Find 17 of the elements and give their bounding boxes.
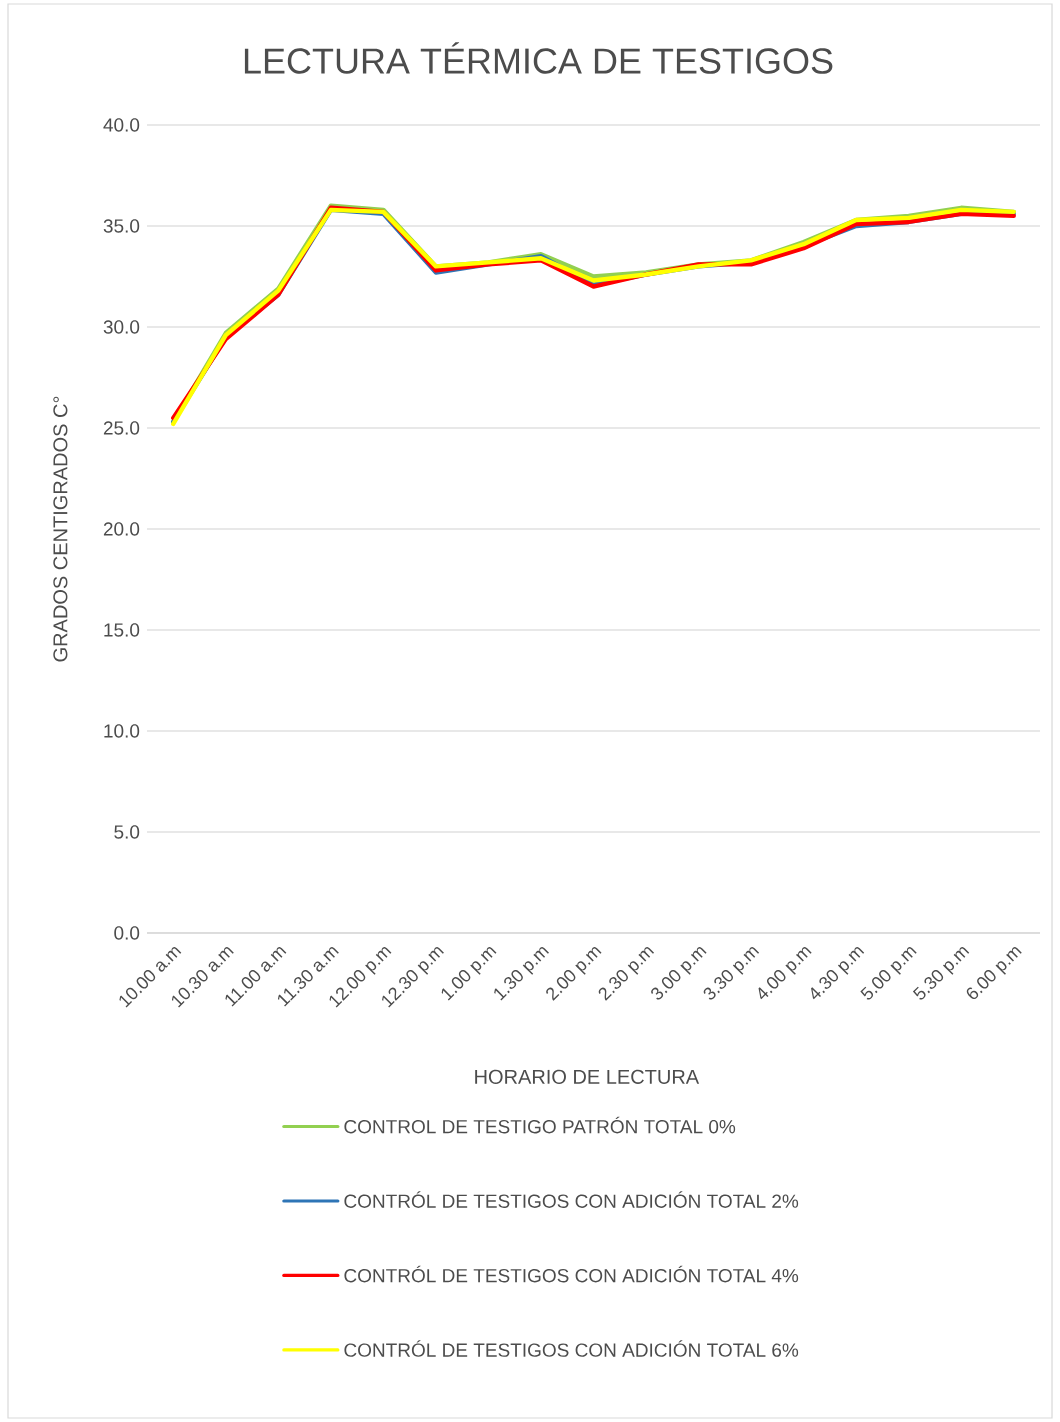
legend-label: CONTRÓL DE TESTIGOS CON ADICIÓN TOTAL 2% xyxy=(344,1191,799,1208)
y-tick-label: 35.0 xyxy=(103,219,140,233)
y-tick-label: 25.0 xyxy=(103,421,140,435)
y-tick-label: 40.0 xyxy=(103,118,140,132)
y-tick-label: 20.0 xyxy=(103,522,140,536)
legend-label: CONTRÓL DE TESTIGOS CON ADICIÓN TOTAL 4% xyxy=(344,1265,799,1283)
y-tick-label: 10.0 xyxy=(104,724,140,738)
y-tick-label: 30.0 xyxy=(103,320,140,334)
x-tick-label: 4.00 p.m xyxy=(758,946,812,1000)
y-tick-label: 5.0 xyxy=(114,825,140,839)
y-tick-label: 0.0 xyxy=(114,926,140,940)
x-axis-title: HORARIO DE LECTURA xyxy=(475,1069,700,1084)
y-axis-title: GRADOS CENTIGRADOS C° xyxy=(53,396,68,662)
legend-label: CONTROL DE TESTIGO PATRÓN TOTAL 0% xyxy=(344,1116,736,1134)
legend-label: CONTRÓL DE TESTIGOS CON ADICIÓN TOTAL 6% xyxy=(344,1340,799,1357)
chart-title: LECTURA TÉRMICA DE TESTIGOS xyxy=(244,42,833,74)
y-tick-label: 15.0 xyxy=(104,623,140,637)
